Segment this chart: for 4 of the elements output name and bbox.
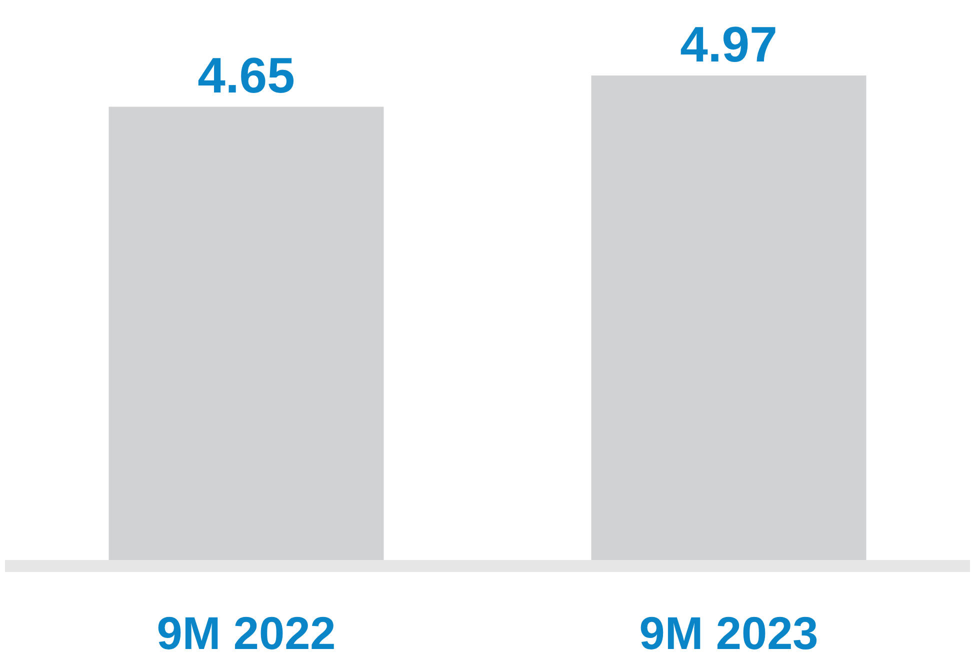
x-tick-label: 9M 2023 [639, 607, 818, 660]
data-label: 4.65 [198, 48, 295, 104]
data-label: 4.97 [680, 16, 778, 72]
x-tick-label: 9M 2022 [156, 607, 336, 660]
